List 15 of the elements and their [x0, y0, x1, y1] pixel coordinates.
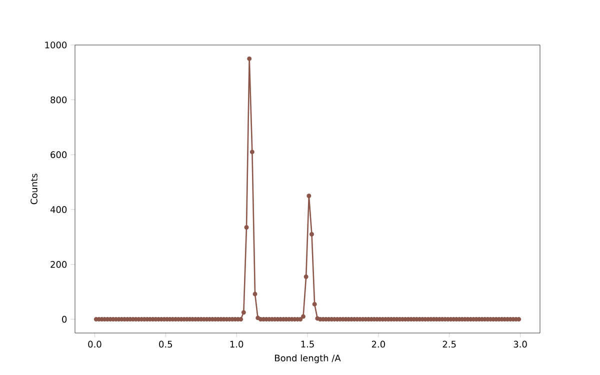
x-tick-label: 1.0 [230, 340, 244, 348]
y-tick-label: 200 [50, 261, 67, 268]
x-tick-label: 3.0 [514, 340, 527, 348]
x-tick-label: 0.5 [159, 340, 172, 348]
y-tick-label: 600 [50, 151, 67, 158]
x-tick-label: 2.5 [442, 340, 456, 348]
y-tick-label: 400 [50, 206, 67, 213]
y-axis-title: Counts [30, 174, 38, 204]
x-tick-label: 1.5 [301, 340, 314, 348]
x-tick-label: 2.0 [372, 340, 385, 348]
y-tick-label: 1000 [45, 42, 67, 48]
y-tick-label: 0 [62, 316, 67, 323]
x-tick-label: 0.0 [88, 340, 102, 348]
x-axis-title: Bond length /A [275, 354, 341, 364]
y-tick-label: 800 [50, 96, 67, 104]
